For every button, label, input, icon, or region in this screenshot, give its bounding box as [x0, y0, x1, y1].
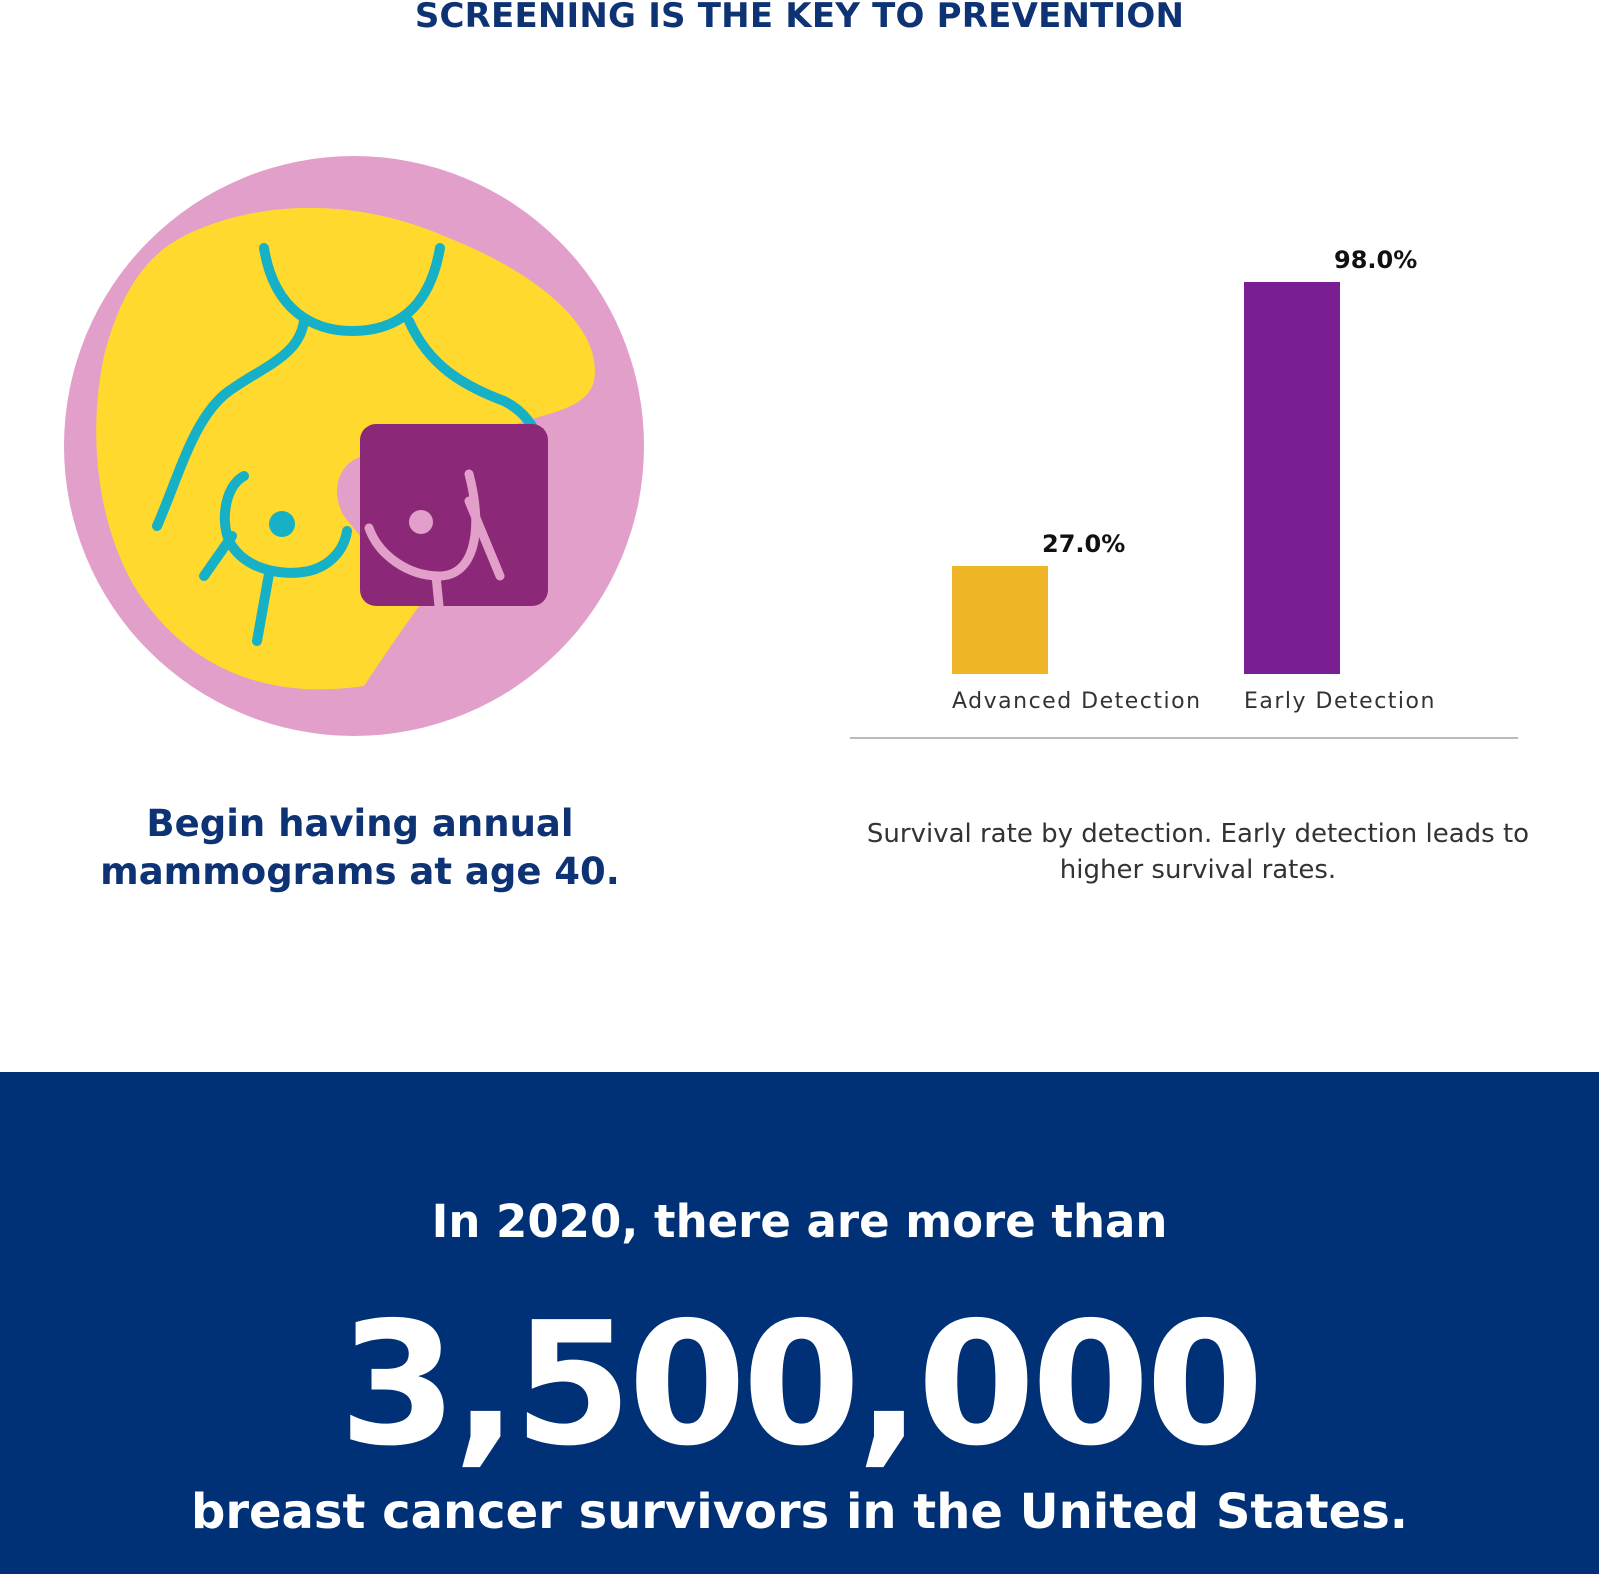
illustration-outline — [259, 243, 445, 337]
banner-tail: breast cancer survivors in the United St… — [190, 1484, 1409, 1540]
bar-value-label: 27.0% — [1042, 530, 1125, 558]
breast-self-exam-icon — [64, 156, 644, 736]
category-label: Advanced Detection — [952, 689, 1202, 714]
illustration-square-dot — [409, 510, 433, 534]
illustration-outline — [152, 316, 309, 531]
illustration-outline — [199, 531, 237, 581]
illustration-nipple — [269, 511, 295, 537]
survivors-banner: In 2020, there are more than 3,500,000 b… — [0, 1072, 1599, 1574]
chart-caption: Survival rate by detection. Early detect… — [866, 819, 1530, 885]
category-label: Early Detection — [1244, 689, 1436, 714]
bar-early-detection — [1244, 282, 1340, 674]
bar-advanced-detection — [952, 566, 1048, 674]
illustration-square-outline — [464, 496, 505, 581]
illustration-square-outline — [431, 571, 444, 611]
bar-value-label: 98.0% — [1334, 246, 1417, 274]
screening-tip: Begin having annual mammograms at age 40… — [100, 802, 620, 893]
banner-lead: In 2020, there are more than — [431, 1195, 1168, 1248]
illustration-outline — [252, 569, 274, 646]
survivor-count: 3,500,000 — [338, 1286, 1264, 1484]
illustration-outline — [219, 471, 352, 578]
illustration-square — [360, 424, 548, 606]
page-title: SCREENING IS THE KEY TO PREVENTION — [414, 0, 1185, 36]
survival-bar-chart: 27.0% Advanced Detection 98.0% Early Detect… — [850, 246, 1518, 739]
illustration-blob — [96, 207, 595, 690]
